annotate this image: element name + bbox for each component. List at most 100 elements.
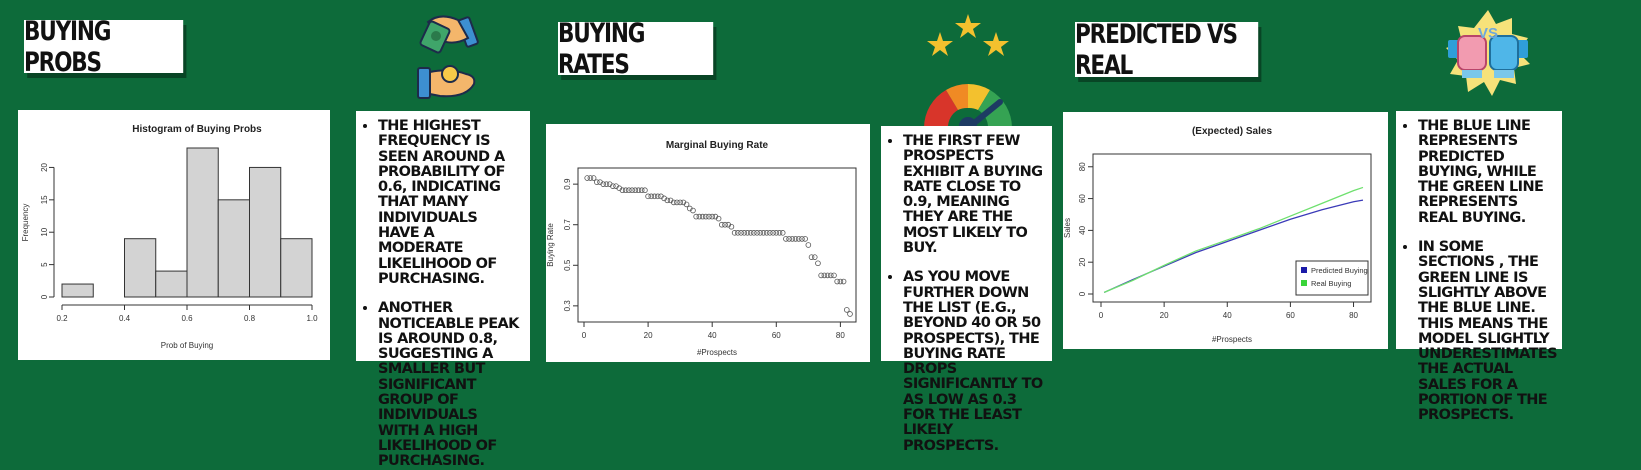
probs-notes-list: THE HIGHEST FREQUENCY IS SEEN AROUND A P…: [362, 118, 522, 470]
sales-panel: (Expected) Sales 0 20 40 60 80 0 20 40 60 80 #Prosp…: [1063, 112, 1388, 349]
data-point: [824, 272, 831, 279]
probs-note-2: ANOTHER NOTICEABLE PEAK IS AROUND 0.8, S…: [378, 301, 522, 469]
probs-notes-panel: THE HIGHEST FREQUENCY IS SEEN AROUND A P…: [356, 111, 530, 469]
data-point: [648, 193, 655, 200]
data-point: [674, 199, 680, 206]
data-point: [843, 307, 850, 313]
data-point: [635, 187, 642, 194]
x-tick-label: 40: [708, 331, 717, 340]
y-tick-label: 40: [1078, 225, 1087, 234]
data-point: [626, 187, 632, 194]
money-handshake-icon: [417, 15, 479, 99]
data-point: [847, 311, 853, 317]
data-point: [767, 230, 773, 236]
plot-frame: [1092, 153, 1372, 303]
chart-title: Marginal Buying Rate: [666, 140, 769, 151]
data-point: [834, 278, 840, 285]
probs-note-1: THE HIGHEST FREQUENCY IS SEEN AROUND A P…: [378, 118, 522, 287]
y-axis-label: Frequency: [21, 204, 30, 242]
x-axis-label: Prob of Buying: [161, 341, 213, 350]
data-point: [594, 179, 600, 185]
y-tick-label: 15: [40, 195, 49, 204]
x-tick-label: 80: [1349, 311, 1358, 320]
data-point: [670, 199, 677, 206]
data-point: [792, 236, 799, 242]
y-tick-label: 5: [40, 262, 49, 267]
data-point: [600, 181, 607, 187]
chart-title: (Expected) Sales: [1192, 126, 1272, 137]
data-point: [699, 213, 706, 220]
data-point: [808, 254, 815, 260]
y-tick-label: 60: [1078, 194, 1087, 203]
data-point: [821, 272, 828, 279]
data-point: [654, 193, 661, 200]
data-point: [783, 236, 789, 242]
data-point: [706, 213, 712, 220]
histogram-panel: Histogram of Buying Probs 0.2 0.4 0.6 0.8 1.0…: [18, 110, 330, 360]
sales-note-1: THE BLUE LINE REPRESENTS PREDICTED BUYIN…: [1418, 118, 1554, 226]
x-axis-label: #Prospects: [697, 348, 737, 357]
data-point: [587, 175, 594, 181]
data-point: [728, 223, 735, 230]
rates-notes-panel: THE FIRST FEW PROSPECTS EXHIBIT A BUYING…: [881, 126, 1052, 453]
data-point: [799, 236, 805, 242]
legend-box: [1295, 260, 1369, 296]
data-point: [638, 187, 645, 194]
data-point: [805, 242, 812, 248]
data-point: [795, 236, 802, 242]
data-point: [731, 230, 738, 236]
x-tick-label: 0.4: [119, 314, 131, 323]
data-point: [645, 193, 651, 200]
data-point: [751, 230, 757, 236]
series-line-real: [1103, 186, 1364, 294]
y-tick-label: 20: [1078, 257, 1087, 266]
svg-text:VS: VS: [1478, 25, 1498, 42]
data-point: [651, 193, 658, 200]
y-tick-label: 0.3: [563, 300, 572, 312]
x-tick-label: 60: [1286, 311, 1295, 320]
data-point: [789, 236, 796, 242]
data-point: [760, 230, 767, 236]
histogram-bar: [249, 166, 282, 298]
histogram-bar: [155, 270, 188, 298]
data-point: [610, 183, 616, 189]
histogram-bar: [217, 199, 250, 298]
data-point: [722, 221, 728, 228]
data-point: [619, 187, 626, 194]
sales-note-2: IN SOME SECTIONS , THE GREEN LINE IS SLI…: [1418, 239, 1558, 424]
x-tick-label: 80: [836, 331, 845, 340]
x-tick-label: 0.6: [181, 314, 193, 323]
data-point: [786, 236, 792, 242]
x-tick-label: 1.0: [306, 314, 318, 323]
y-tick-label: 20: [40, 162, 49, 171]
data-point: [719, 221, 725, 228]
data-point: [811, 254, 818, 260]
data-point: [702, 213, 709, 220]
chart-title: Histogram of Buying Probs: [132, 124, 262, 135]
data-point: [741, 230, 748, 236]
data-point: [763, 230, 770, 236]
x-tick-label: 20: [644, 331, 653, 340]
data-point: [776, 230, 783, 236]
sales-notes-list: THE BLUE LINE REPRESENTS PREDICTED BUYIN…: [1402, 118, 1558, 424]
rates-note-1: THE FIRST FEW PROSPECTS EXHIBIT A BUYING…: [903, 133, 1044, 256]
histogram-bar: [124, 238, 157, 298]
x-axis-label: #Prospects: [1212, 335, 1252, 344]
data-point: [773, 230, 780, 236]
data-point: [747, 230, 754, 236]
data-point: [603, 181, 610, 187]
legend-label: Predicted Buying: [1311, 266, 1368, 275]
marginal-rate-panel: Marginal Buying Rate 0 20 40 60 80 0.3 0.5 0.7 0.…: [546, 124, 870, 362]
data-point: [690, 207, 696, 214]
data-point: [677, 199, 683, 206]
data-point: [770, 230, 776, 236]
data-point: [584, 175, 591, 181]
data-point: [779, 230, 786, 236]
data-point: [754, 230, 760, 236]
y-tick-label: 0.5: [563, 259, 572, 271]
sales-notes-panel: THE BLUE LINE REPRESENTS PREDICTED BUYIN…: [1396, 111, 1562, 423]
data-point: [840, 278, 847, 285]
data-point: [735, 230, 741, 236]
vs-boxing-icon: VS: [1446, 10, 1530, 96]
y-tick-label: 0.9: [563, 178, 572, 190]
